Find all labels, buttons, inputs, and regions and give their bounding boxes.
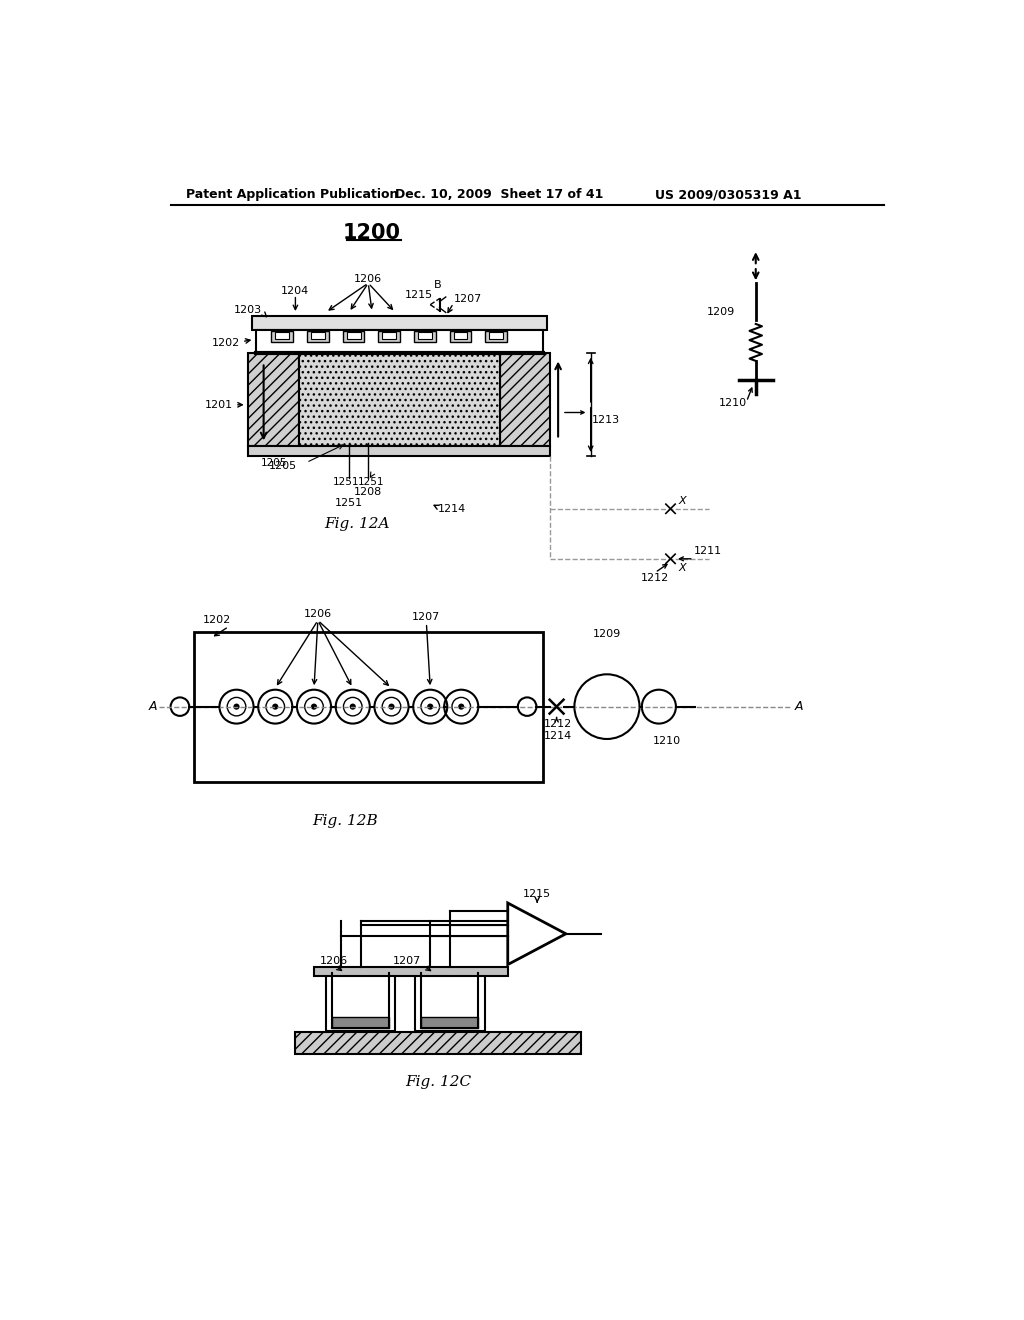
Text: A: A (795, 700, 803, 713)
Bar (454, 333, 467, 339)
Text: 1214: 1214 (438, 504, 466, 513)
Bar (314, 966, 508, 977)
Circle shape (311, 704, 317, 710)
Text: 1211: 1211 (693, 546, 722, 556)
Text: 1207: 1207 (392, 956, 421, 966)
Text: Fig. 12C: Fig. 12C (404, 1076, 471, 1089)
Text: 1215: 1215 (404, 290, 433, 301)
Text: Fig. 12B: Fig. 12B (312, 813, 378, 828)
Bar (500, 354, 550, 446)
Bar (421, 1016, 478, 1028)
Text: Fig. 12A: Fig. 12A (324, 517, 389, 531)
Circle shape (458, 704, 464, 710)
Text: X: X (678, 496, 686, 506)
Bar (271, 331, 293, 342)
Text: 1210: 1210 (719, 399, 746, 408)
Text: 1251: 1251 (357, 477, 384, 487)
Bar (414, 331, 435, 342)
Text: 1202: 1202 (212, 338, 241, 348)
Text: 1251: 1251 (335, 498, 362, 508)
Bar (378, 331, 400, 342)
Text: 1206: 1206 (354, 275, 382, 284)
Bar (332, 1016, 389, 1028)
Bar (418, 333, 432, 339)
Bar (450, 331, 471, 342)
Text: 1205: 1205 (260, 458, 287, 467)
Text: 1213: 1213 (592, 416, 621, 425)
Text: 1205: 1205 (269, 462, 297, 471)
Bar (299, 354, 500, 446)
Bar (275, 333, 289, 339)
Text: 1206: 1206 (304, 610, 332, 619)
Text: 1214: 1214 (544, 731, 572, 741)
Text: 1212: 1212 (641, 573, 669, 583)
Text: 1200: 1200 (343, 223, 401, 243)
Text: US 2009/0305319 A1: US 2009/0305319 A1 (655, 187, 802, 201)
Bar (311, 333, 325, 339)
Bar (382, 333, 396, 339)
Circle shape (272, 704, 279, 710)
Bar (307, 331, 329, 342)
Circle shape (427, 704, 433, 710)
Bar (248, 354, 299, 446)
Bar (346, 333, 360, 339)
Bar (343, 331, 365, 342)
Text: 1207: 1207 (413, 611, 440, 622)
Text: 1202: 1202 (203, 615, 231, 626)
Text: 1203: 1203 (233, 305, 262, 315)
Text: 1209: 1209 (593, 630, 622, 639)
Text: X: X (678, 564, 686, 573)
Circle shape (233, 704, 240, 710)
Bar (415, 973, 484, 1031)
Bar (248, 446, 550, 457)
Bar (489, 333, 503, 339)
Bar (485, 331, 507, 342)
Text: 1204: 1204 (282, 286, 309, 296)
Text: 1209: 1209 (707, 308, 735, 317)
Text: 1210: 1210 (652, 735, 681, 746)
Text: B: B (434, 280, 441, 290)
Text: A: A (148, 700, 158, 713)
Text: Dec. 10, 2009  Sheet 17 of 41: Dec. 10, 2009 Sheet 17 of 41 (395, 187, 604, 201)
Text: 1206: 1206 (321, 956, 348, 966)
Bar (252, 317, 547, 330)
Text: 1208: 1208 (354, 487, 382, 496)
Bar (295, 1032, 582, 1053)
Text: 1251: 1251 (333, 477, 359, 487)
Bar (256, 330, 543, 354)
Text: 1207: 1207 (454, 294, 481, 305)
Text: 1215: 1215 (523, 888, 551, 899)
Circle shape (349, 704, 356, 710)
Bar (326, 973, 395, 1031)
Text: Patent Application Publication: Patent Application Publication (186, 187, 398, 201)
Text: 1201: 1201 (205, 400, 232, 409)
Bar (194, 632, 543, 781)
Circle shape (388, 704, 394, 710)
Text: 1212: 1212 (544, 718, 572, 729)
